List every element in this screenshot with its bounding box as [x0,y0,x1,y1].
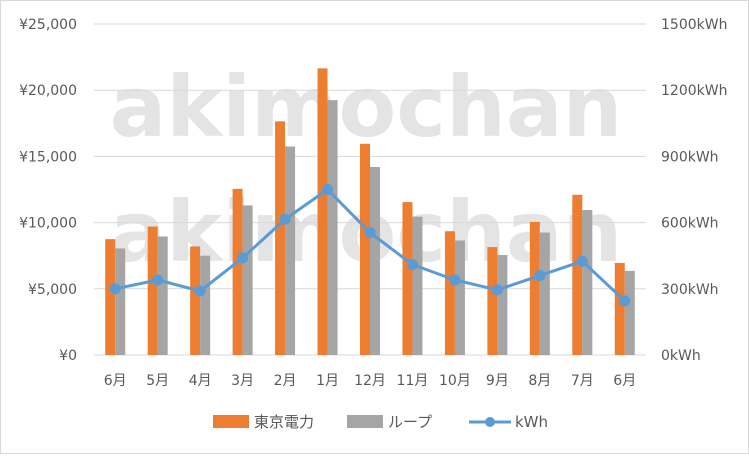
kwh-point [109,283,121,295]
kwh-point [449,274,461,286]
y-left-tick-label: ¥25,000 [19,17,77,33]
bar-loop [200,255,211,355]
x-tick-label: 4月 [189,373,212,389]
legend-label-tepco: 東京電力 [254,413,314,431]
y-left-tick-label: ¥10,000 [19,216,77,232]
y-right-tick-label: 1500kWh [661,17,727,33]
bar-tepco [487,247,498,355]
y-right-tick-label: 900kWh [661,149,719,165]
left-axis: ¥0 ¥5,000 ¥10,000 ¥15,000 ¥20,000 ¥25,000 [19,17,77,364]
bar-tepco [275,121,286,356]
bar-loop [115,248,126,355]
kwh-point [491,284,503,296]
bar-loop [285,146,296,355]
kwh-point [364,227,376,239]
bar-loop [582,210,593,355]
x-axis: 6月 5月 4月 3月 2月 1月 12月 11月 10月 9月 8月 7月 6月 [104,373,636,389]
bar-tepco [147,226,158,355]
kwh-point [619,295,631,307]
bar-loop [157,236,168,355]
bar-loop [539,232,550,355]
watermark-text-top: akimochan [110,58,623,156]
y-right-tick-label: 0kWh [661,348,701,364]
x-tick-label: 2月 [274,373,297,389]
x-tick-label: 6月 [613,373,636,389]
legend: 東京電力 ループ kWh [213,413,548,431]
y-left-tick-label: ¥5,000 [28,282,77,298]
bar-loop [454,240,465,355]
bars [105,68,635,356]
x-tick-label: 10月 [439,373,471,389]
kwh-point [152,274,164,286]
x-tick-label: 12月 [354,373,386,389]
kwh-point [194,285,206,297]
y-right-tick-label: 1200kWh [661,83,727,99]
y-left-tick-label: ¥0 [59,348,77,364]
bar-loop [242,205,253,355]
bar-tepco [360,143,370,355]
x-tick-label: 3月 [231,373,254,389]
bar-loop [327,100,338,355]
x-tick-label: 9月 [486,373,509,389]
bar-loop [497,255,508,355]
x-tick-label: 6月 [104,373,127,389]
legend-marker-kwh [485,417,495,427]
bar-tepco [444,231,455,355]
bar-tepco [572,194,583,355]
x-tick-label: 1月 [316,373,339,389]
legend-label-loop: ループ [388,413,432,431]
bar-tepco [190,246,201,355]
bar-loop [624,270,635,355]
legend-swatch-tepco [213,415,249,428]
kwh-line [109,184,631,307]
bar-loop [370,166,380,355]
kwh-point [279,213,291,225]
kwh-point [576,255,588,267]
bar-tepco [105,239,116,355]
bar-tepco [232,188,243,355]
legend-swatch-loop [347,415,383,428]
x-tick-label: 11月 [397,373,429,389]
bar-tepco [529,221,540,355]
y-left-tick-label: ¥20,000 [19,83,77,99]
right-axis: 0kWh 300kWh 600kWh 900kWh 1200kWh 1500kWh [661,17,727,364]
legend-label-kwh: kWh [515,413,548,431]
y-right-tick-label: 600kWh [661,216,719,232]
x-tick-label: 8月 [528,373,551,389]
y-right-tick-label: 300kWh [661,282,719,298]
kwh-point [406,259,418,271]
y-left-tick-label: ¥15,000 [19,149,77,165]
kwh-point [237,252,249,264]
kwh-point [322,184,334,195]
x-tick-label: 5月 [146,373,169,389]
bar-loop [412,216,423,355]
bar-tepco [402,202,413,355]
bar-tepco [614,262,625,355]
bar-tepco [317,68,328,355]
x-tick-label: 7月 [571,373,594,389]
kwh-point [534,270,546,282]
